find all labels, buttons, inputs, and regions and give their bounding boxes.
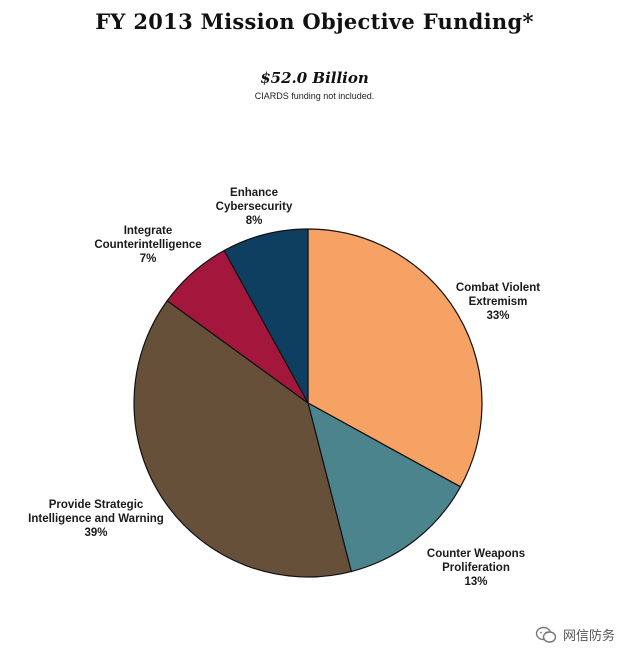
slice-label: Provide Strategic Intelligence and Warnin…	[28, 499, 164, 539]
pie-slice	[223, 228, 309, 404]
pie-slice	[307, 228, 483, 488]
watermark-text: 网信防务	[562, 629, 615, 644]
slice-label: Integrate Counterintelligence 7%	[94, 225, 201, 265]
slice-label: Combat Violent Extremism 33%	[456, 282, 540, 322]
pie-slice	[307, 402, 462, 573]
watermark: 网信防务	[535, 625, 615, 644]
chart-title: FY 2013 Mission Objective Funding*	[95, 9, 534, 34]
slice-label: Enhance Cybersecurity 8%	[216, 187, 293, 227]
chart-footnote: CIARDS funding not included.	[254, 91, 375, 101]
chart-subtitle-total: $52.0 Billion	[260, 69, 369, 87]
wechat-icon	[535, 626, 557, 643]
slice-label: Counter Weapons Proliferation 13%	[427, 548, 525, 588]
pie-slice	[133, 300, 352, 578]
